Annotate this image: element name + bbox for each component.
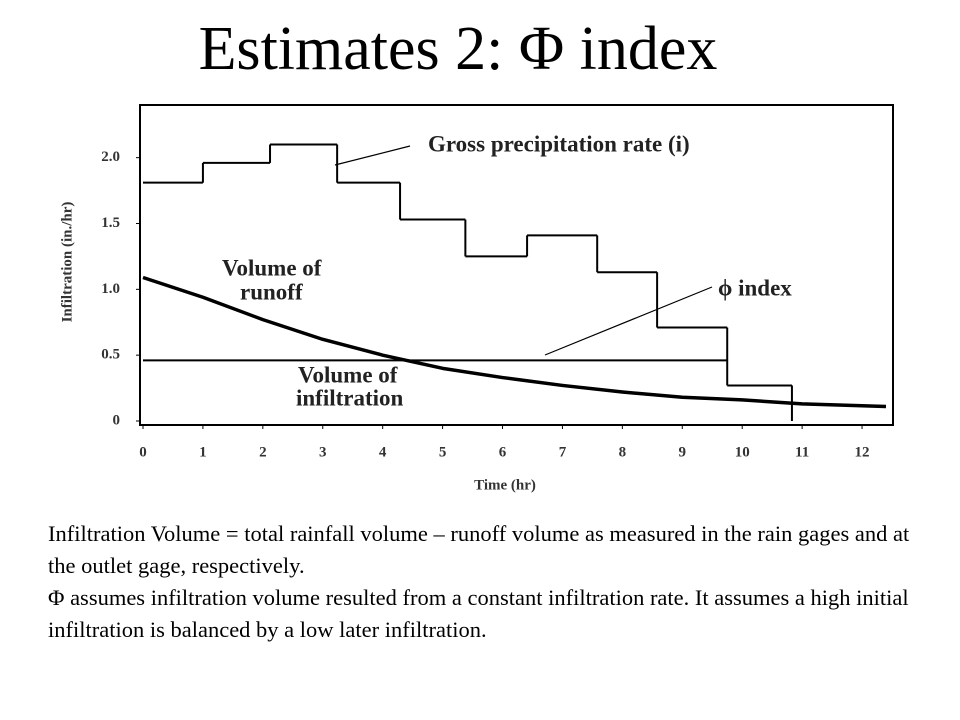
- annotation: Volume of: [298, 362, 398, 387]
- y-axis-label: Infiltration (in./hr): [59, 202, 75, 323]
- x-tick-label: 10: [735, 444, 750, 460]
- infiltration-curve: [142, 275, 887, 409]
- x-tick-label: 3: [319, 444, 327, 460]
- y-tick-label: 1.5: [101, 215, 120, 231]
- paragraph: Φ assumes infiltration volume resulted f…: [48, 585, 909, 642]
- x-tick-label: 0: [139, 444, 147, 460]
- x-axis-label: Time (hr): [474, 477, 536, 493]
- body-text: Infiltration Volume = total rainfall vol…: [48, 518, 918, 646]
- x-tick-label: 1: [199, 444, 207, 460]
- annotation: infiltration: [296, 385, 404, 410]
- annotation: ϕ index: [718, 275, 792, 300]
- plot-frame: [139, 104, 894, 426]
- annotation: runoff: [240, 279, 303, 304]
- paragraph: Infiltration Volume = total rainfall vol…: [48, 521, 910, 578]
- x-tick-label: 12: [855, 444, 870, 460]
- x-tick-label: 6: [499, 444, 507, 460]
- y-tick-label: 2.0: [101, 149, 120, 165]
- x-tick-label: 11: [795, 444, 809, 460]
- x-tick-label: 7: [559, 444, 567, 460]
- x-tick-label: 9: [679, 444, 687, 460]
- slide-title: Estimates 2: Φ index: [199, 15, 718, 83]
- leader-line: [334, 145, 411, 166]
- x-tick-label: 5: [439, 444, 447, 460]
- y-tick-label: 1.0: [101, 281, 120, 297]
- annotation: Gross precipitation rate (i): [428, 131, 690, 156]
- chart: Estimates 2: Φ index Gross precipitation…: [59, 15, 894, 493]
- leader-line: [544, 286, 713, 356]
- x-tick-label: 4: [379, 444, 387, 460]
- x-tick-label: 2: [259, 444, 267, 460]
- x-tick-label: 8: [619, 444, 627, 460]
- y-tick-label: 0: [113, 412, 121, 428]
- annotation: Volume of: [222, 255, 322, 280]
- y-tick-label: 0.5: [101, 347, 120, 363]
